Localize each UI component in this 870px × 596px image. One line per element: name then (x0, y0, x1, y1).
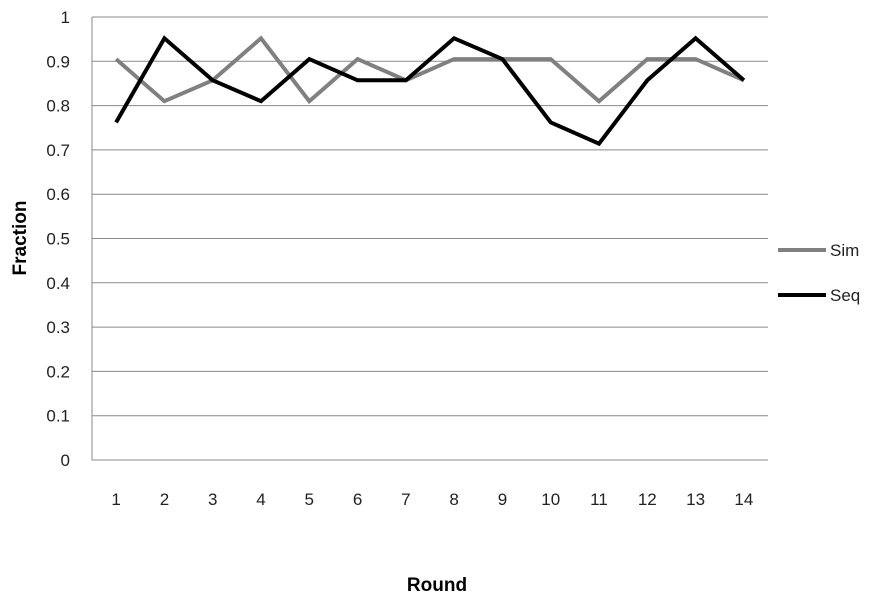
x-tick-label: 6 (353, 490, 362, 509)
y-tick-label: 1 (61, 8, 70, 27)
x-tick-label: 2 (160, 490, 169, 509)
x-tick-label: 1 (111, 490, 120, 509)
plot-area (91, 17, 768, 461)
x-tick-label: 14 (734, 490, 753, 509)
x-tick-label: 12 (638, 490, 657, 509)
series-line-seq (114, 35, 746, 147)
y-tick-label: 0.7 (46, 141, 70, 160)
x-tick-label: 3 (208, 490, 217, 509)
y-axis-title: Fraction (10, 201, 31, 276)
series-line-sim (114, 35, 745, 105)
x-tick-label: 11 (590, 490, 608, 509)
x-tick-label: 4 (256, 490, 265, 509)
y-tick-label: 0.8 (46, 97, 70, 116)
gridlines (92, 16, 768, 417)
x-tick-labels: 1 2 3 4 5 6 7 8 9 10 11 12 13 14 (111, 490, 753, 509)
x-tick-label: 9 (498, 490, 507, 509)
y-tick-label: 0.2 (46, 362, 70, 381)
y-tick-label: 0.1 (46, 407, 70, 426)
x-tick-label: 8 (449, 490, 458, 509)
y-tick-label: 0.5 (46, 230, 70, 249)
legend-label-seq: Seq (830, 286, 860, 305)
y-tick-label: 0.6 (46, 185, 70, 204)
legend-label-sim: Sim (830, 241, 859, 260)
y-tick-label: 0.3 (46, 318, 70, 337)
y-tick-labels: 0 0.1 0.2 0.3 0.4 0.5 0.6 0.7 0.8 0.9 1 (46, 8, 70, 470)
y-tick-label: 0.9 (46, 52, 70, 71)
x-tick-label: 5 (305, 490, 314, 509)
x-tick-label: 10 (541, 490, 560, 509)
x-tick-label: 7 (401, 490, 410, 509)
y-tick-label: 0.4 (46, 274, 70, 293)
series-lines (114, 35, 746, 147)
x-axis-title: Round (407, 575, 467, 596)
legend: Sim Seq (778, 241, 860, 305)
x-tick-label: 13 (686, 490, 705, 509)
y-tick-label: 0 (61, 451, 70, 470)
